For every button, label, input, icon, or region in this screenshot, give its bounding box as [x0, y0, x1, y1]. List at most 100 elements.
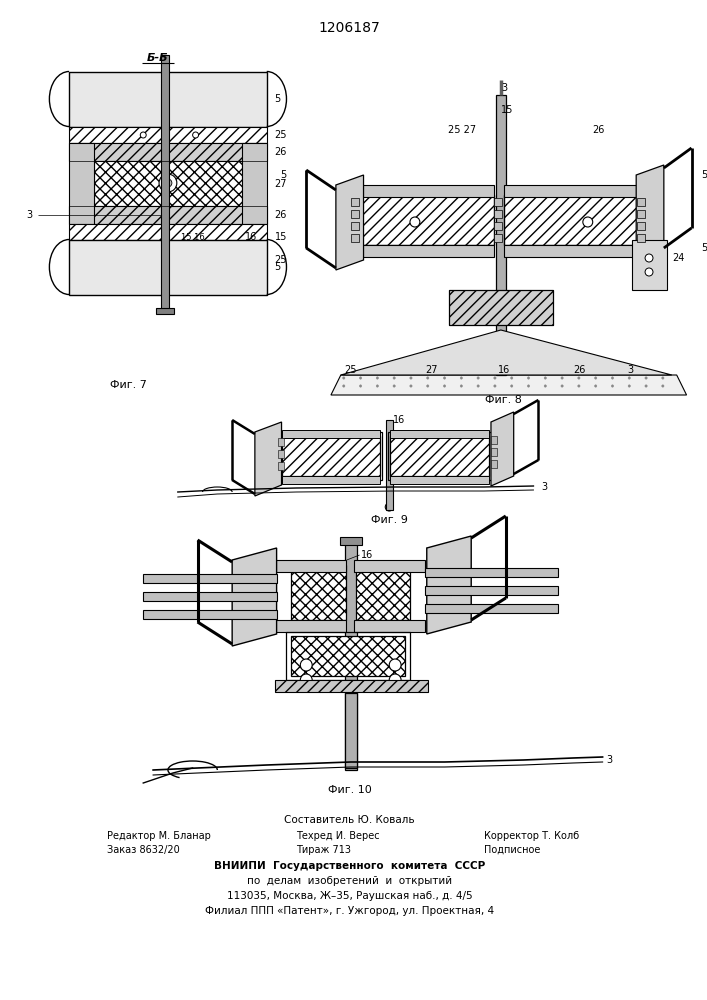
Bar [279, 432, 382, 480]
Circle shape [393, 385, 395, 387]
Circle shape [385, 503, 393, 511]
Circle shape [527, 385, 530, 387]
Bar [291, 565, 346, 620]
Bar [69, 143, 267, 161]
Bar [351, 222, 358, 230]
Text: 26: 26 [573, 365, 585, 375]
Bar [69, 240, 267, 295]
Bar [386, 420, 393, 510]
Text: Подписное: Подписное [484, 845, 540, 855]
Text: Корректор Т. Колб: Корректор Т. Колб [484, 831, 579, 841]
Bar [637, 222, 645, 230]
Circle shape [460, 377, 462, 379]
Circle shape [595, 377, 597, 379]
Circle shape [300, 674, 312, 686]
Bar [291, 636, 405, 676]
Bar [242, 143, 267, 224]
Bar [425, 568, 558, 577]
Bar [345, 693, 356, 768]
Bar [274, 620, 346, 632]
Bar [390, 476, 489, 484]
Bar [161, 55, 169, 310]
Bar [632, 240, 667, 290]
Circle shape [443, 377, 445, 379]
Text: 5: 5 [701, 170, 707, 180]
Bar [144, 574, 276, 583]
Bar [354, 560, 425, 572]
Circle shape [460, 385, 462, 387]
Bar [69, 206, 267, 224]
Bar [361, 245, 494, 257]
Text: Филиал ППП «Патент», г. Ужгород, ул. Проектная, 4: Филиал ППП «Патент», г. Ужгород, ул. Про… [205, 906, 494, 916]
Text: Составитель Ю. Коваль: Составитель Ю. Коваль [284, 815, 415, 825]
Text: 25: 25 [274, 255, 287, 265]
Bar [637, 210, 645, 218]
Text: 16: 16 [393, 415, 405, 425]
Bar [340, 537, 361, 545]
Circle shape [561, 385, 563, 387]
Circle shape [359, 377, 362, 379]
Circle shape [477, 385, 479, 387]
Polygon shape [255, 422, 281, 496]
Bar [351, 198, 358, 206]
Bar [450, 290, 553, 325]
Bar [351, 210, 358, 218]
Circle shape [595, 385, 597, 387]
Circle shape [426, 377, 429, 379]
Circle shape [510, 385, 513, 387]
Circle shape [164, 179, 172, 187]
Bar [637, 198, 645, 206]
Text: 16: 16 [245, 232, 257, 242]
Circle shape [477, 377, 479, 379]
Circle shape [192, 132, 199, 138]
Text: ВНИИПИ  Государственного  комитета  СССР: ВНИИПИ Государственного комитета СССР [214, 861, 485, 871]
Circle shape [645, 268, 653, 276]
Circle shape [612, 385, 614, 387]
Text: Тираж 713: Тираж 713 [296, 845, 351, 855]
Text: 16: 16 [498, 365, 510, 375]
Circle shape [426, 385, 429, 387]
Bar [494, 210, 502, 218]
Bar [274, 560, 346, 572]
Circle shape [662, 377, 664, 379]
Circle shape [410, 217, 420, 227]
Circle shape [376, 385, 378, 387]
Circle shape [493, 377, 496, 379]
Circle shape [628, 385, 631, 387]
Bar [278, 450, 284, 458]
Text: Редактор М. Бланар: Редактор М. Бланар [107, 831, 211, 841]
Text: Техред И. Верес: Техред И. Верес [296, 831, 380, 841]
Bar [354, 620, 425, 632]
Circle shape [544, 377, 547, 379]
Bar [504, 195, 637, 245]
Text: 25: 25 [274, 130, 287, 140]
Polygon shape [427, 536, 471, 634]
Bar [286, 632, 410, 680]
Circle shape [628, 377, 631, 379]
Text: 3: 3 [607, 755, 613, 765]
Bar [69, 143, 267, 161]
Text: 3: 3 [501, 83, 507, 93]
Text: Б-Б: Б-Б [147, 53, 169, 63]
Circle shape [612, 377, 614, 379]
Bar [390, 430, 489, 438]
Text: 15 16: 15 16 [181, 232, 204, 241]
Text: 15: 15 [274, 232, 287, 242]
Circle shape [393, 377, 395, 379]
Text: 3: 3 [627, 365, 633, 375]
Bar [345, 540, 356, 770]
Text: 5: 5 [274, 262, 281, 272]
Text: 3: 3 [542, 482, 547, 492]
Bar [69, 143, 94, 224]
Circle shape [578, 377, 580, 379]
Text: 26: 26 [274, 210, 287, 220]
Bar [361, 195, 494, 245]
Circle shape [343, 385, 345, 387]
Text: Фиг. 10: Фиг. 10 [328, 785, 372, 795]
Bar [69, 206, 267, 224]
Polygon shape [491, 412, 514, 486]
Circle shape [583, 217, 592, 227]
Bar [504, 245, 637, 257]
Circle shape [645, 377, 647, 379]
Text: Фиг. 8: Фиг. 8 [486, 395, 522, 405]
